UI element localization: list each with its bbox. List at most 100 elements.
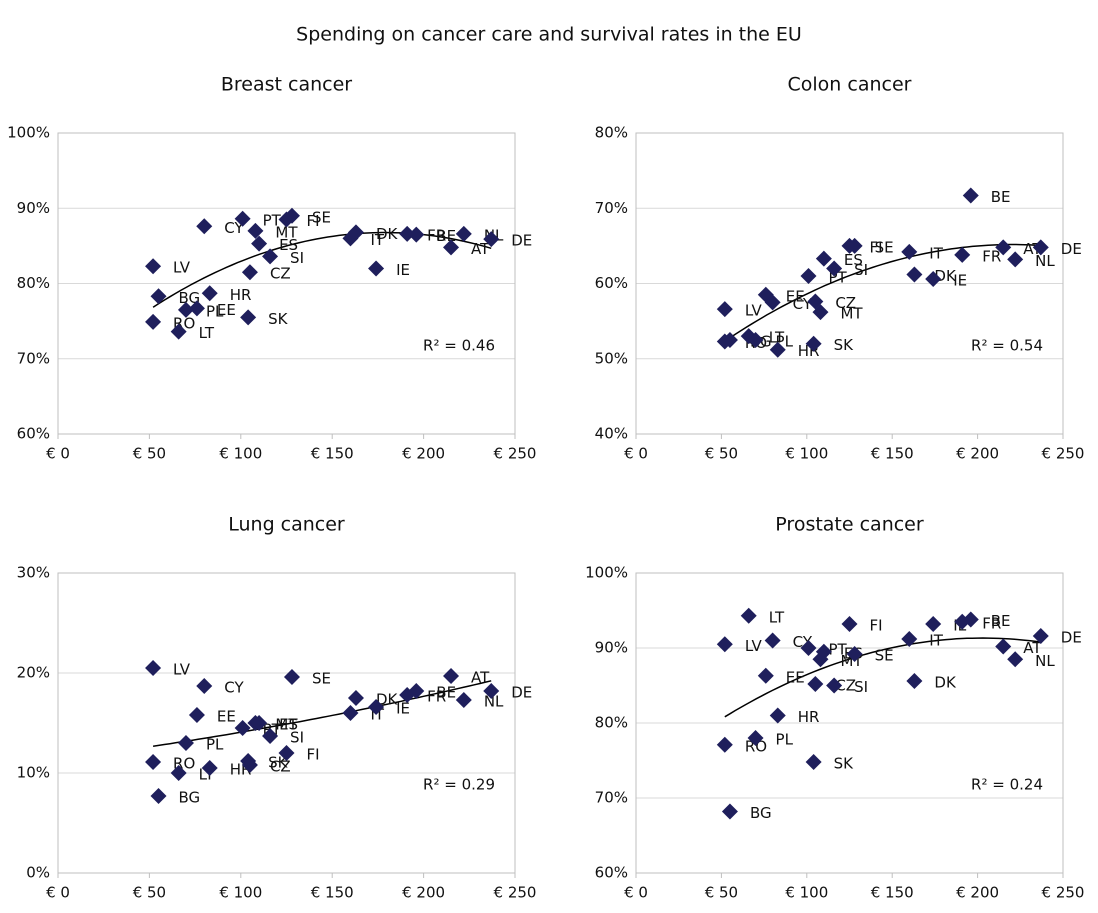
x-tick-label: € 150: [311, 884, 354, 902]
point: [800, 640, 817, 656]
point-label: EE: [786, 668, 805, 686]
point: [901, 631, 918, 647]
point-label: SI: [854, 678, 868, 696]
point-label: FI: [870, 238, 883, 256]
plot-frame: [635, 132, 1064, 435]
point-label: IE: [396, 261, 410, 279]
x-tick-label: € 200: [956, 884, 999, 902]
y-tick-label: 10%: [17, 764, 50, 782]
point: [757, 667, 774, 684]
point-label: IT: [929, 632, 943, 650]
y-tick-label: 40%: [595, 425, 628, 443]
annotation: R² = 0.24: [971, 776, 1043, 794]
point-label: SE: [312, 670, 331, 688]
y-tick-label: 90%: [595, 639, 628, 657]
point: [262, 248, 279, 265]
point: [399, 225, 416, 242]
y-tick-label: 0%: [26, 864, 50, 882]
point: [196, 678, 213, 694]
point-label: MT: [275, 716, 298, 734]
point: [716, 301, 733, 318]
point-label: PL: [206, 302, 224, 320]
point: [906, 266, 923, 283]
plot-frame: [635, 572, 1064, 874]
point-label: FR: [982, 614, 1001, 632]
point: [962, 611, 979, 628]
point-label: PT: [263, 211, 282, 229]
y-tick-label: 30%: [17, 564, 50, 582]
y-tick-label: 50%: [595, 349, 628, 367]
point-label: NL: [1035, 652, 1055, 670]
point-label: AT: [471, 669, 490, 687]
x-tick-label: € 200: [402, 445, 445, 463]
point-label: LV: [173, 259, 191, 277]
point-label: MT: [840, 305, 863, 323]
point-label: BG: [179, 289, 201, 307]
point-label: BE: [991, 188, 1011, 206]
point: [240, 309, 257, 326]
point-label: SK: [268, 310, 289, 328]
point: [906, 673, 923, 689]
point-label: AT: [1023, 639, 1042, 657]
y-tick-label: 60%: [17, 425, 50, 443]
point: [443, 668, 460, 684]
point: [769, 707, 786, 724]
point: [716, 636, 733, 653]
y-tick-label: 100%: [7, 124, 50, 142]
point-label: ES: [279, 716, 298, 734]
point-label: SI: [290, 729, 304, 747]
point-label: DE: [1061, 240, 1082, 258]
x-tick-label: € 250: [494, 445, 537, 463]
point: [283, 669, 300, 685]
point: [747, 331, 764, 348]
point-label: IT: [929, 244, 943, 262]
plot-frame: [57, 572, 516, 874]
point-label: BG: [179, 789, 201, 807]
point: [1007, 251, 1024, 268]
point-label: BG: [750, 804, 772, 822]
point: [901, 243, 918, 260]
x-tick-label: € 250: [494, 884, 537, 902]
point: [1007, 651, 1024, 668]
y-tick-label: 60%: [595, 274, 628, 292]
point-label: DE: [511, 684, 532, 702]
point: [342, 705, 359, 721]
point: [455, 692, 472, 708]
point-label: SE: [875, 647, 894, 665]
point: [347, 224, 364, 241]
x-tick-label: € 50: [133, 445, 166, 463]
point: [188, 300, 205, 317]
chart-title: Spending on cancer care and survival rat…: [296, 24, 802, 46]
point-label: LV: [173, 661, 191, 679]
point: [278, 745, 295, 761]
point-label: LV: [745, 637, 763, 655]
point-label: FI: [307, 212, 320, 230]
point: [721, 331, 738, 348]
x-tick-label: € 0: [46, 884, 70, 902]
point: [262, 728, 279, 744]
point-label: FI: [307, 746, 320, 764]
point: [145, 258, 162, 275]
x-tick-label: € 200: [402, 884, 445, 902]
point: [815, 643, 832, 660]
point-label: ES: [279, 236, 298, 254]
point: [234, 210, 251, 227]
point: [201, 760, 218, 776]
point: [145, 754, 162, 770]
point: [241, 264, 258, 281]
point-label: SE: [875, 238, 894, 256]
point-label: CY: [224, 679, 244, 697]
point: [925, 270, 942, 287]
point: [807, 676, 824, 692]
point-label: SI: [290, 249, 304, 267]
subplot-title: Colon cancer: [788, 74, 912, 96]
x-tick-label: € 50: [705, 445, 738, 463]
point-label: DE: [511, 232, 532, 250]
point: [721, 803, 738, 820]
y-tick-label: 60%: [595, 864, 628, 882]
point-label: MT: [275, 223, 298, 241]
x-tick-label: € 250: [1042, 884, 1085, 902]
annotation: R² = 0.46: [423, 337, 495, 355]
point-label: ES: [844, 251, 863, 269]
